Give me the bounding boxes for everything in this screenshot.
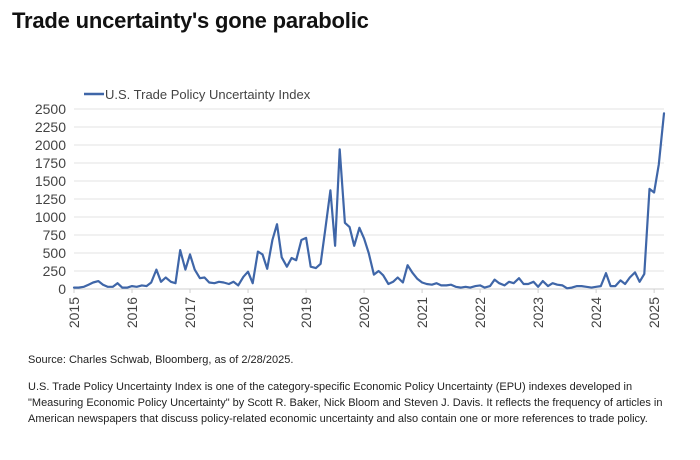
x-tick-label: 2016 — [124, 297, 140, 328]
x-tick-label: 2018 — [240, 297, 256, 328]
y-tick-label: 750 — [43, 227, 67, 243]
y-axis: 0 250 500 750 1000 1250 1500 1750 2000 2250 2500 — [35, 101, 66, 297]
x-tick-label: 2019 — [298, 297, 314, 328]
y-tick-label: 1500 — [35, 173, 66, 189]
chart-title: Trade uncertainty's gone parabolic — [12, 8, 369, 33]
y-tick-label: 1000 — [35, 209, 66, 225]
y-tick-label: 2000 — [35, 137, 66, 153]
x-tick-label: 2021 — [414, 297, 430, 328]
source-note: Source: Charles Schwab, Bloomberg, as of… — [28, 354, 294, 366]
y-tick-label: 250 — [43, 263, 67, 279]
x-tick-label: 2017 — [182, 297, 198, 328]
x-axis: 2015 2016 2017 2018 2019 2020 2021 2022 2023 2024… — [66, 289, 662, 328]
x-tick-label: 2025 — [646, 297, 662, 328]
legend-label: U.S. Trade Policy Uncertainty Index — [105, 87, 311, 102]
x-tick-label: 2015 — [66, 297, 82, 328]
y-tick-label: 1750 — [35, 155, 66, 171]
x-tick-label: 2024 — [588, 297, 604, 328]
y-tick-label: 0 — [58, 281, 66, 297]
line-chart: 0 250 500 750 1000 1250 1500 1750 2000 2250 2500 2… — [35, 87, 666, 328]
y-tick-label: 2250 — [35, 119, 66, 135]
x-tick-label: 2022 — [472, 297, 488, 328]
series-group — [72, 112, 666, 290]
series-line — [72, 112, 666, 290]
x-tick-label: 2023 — [530, 297, 546, 328]
x-tick-label: 2020 — [356, 297, 372, 328]
legend: U.S. Trade Policy Uncertainty Index — [84, 87, 311, 102]
y-tick-label: 2500 — [35, 101, 66, 117]
index-description: U.S. Trade Policy Uncertainty Index is o… — [28, 381, 663, 425]
y-tick-label: 1250 — [35, 191, 66, 207]
y-tick-label: 500 — [43, 245, 67, 261]
gridlines — [74, 108, 664, 290]
